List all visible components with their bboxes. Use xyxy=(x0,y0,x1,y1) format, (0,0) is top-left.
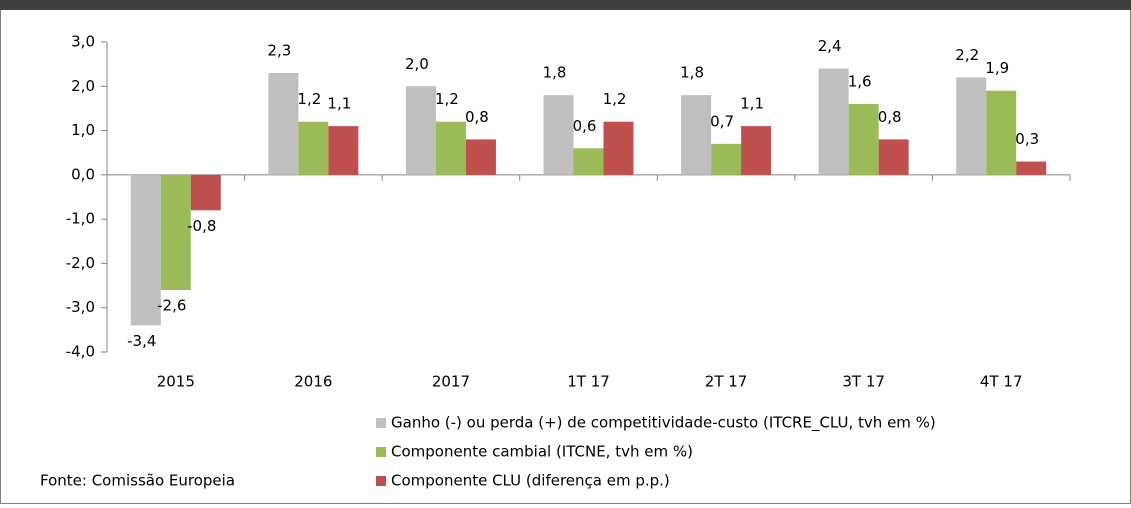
bar xyxy=(956,77,987,175)
bar xyxy=(711,143,742,175)
bar xyxy=(573,148,604,175)
bar xyxy=(1016,161,1047,175)
legend-swatch xyxy=(376,447,386,457)
value-label: 0,8 xyxy=(878,108,902,126)
legend-label: Componente cambial (ITCNE, tvh em %) xyxy=(391,443,693,461)
bar xyxy=(130,174,161,326)
header-bar xyxy=(0,0,1131,10)
value-label: 1,8 xyxy=(543,64,567,82)
bar xyxy=(268,73,299,175)
bar xyxy=(190,174,221,211)
value-label: 2,0 xyxy=(405,55,429,73)
x-tick-label: 4T 17 xyxy=(980,373,1023,391)
source-note: Fonte: Comissão Europeia xyxy=(40,472,235,490)
bar xyxy=(298,121,329,175)
legend-swatch xyxy=(376,476,386,486)
y-tick-label: 1,0 xyxy=(71,121,95,139)
value-label: 1,1 xyxy=(327,95,351,113)
value-label: -2,6 xyxy=(157,297,186,315)
bar xyxy=(543,95,574,175)
value-label: 1,9 xyxy=(985,59,1009,77)
bar xyxy=(986,90,1017,175)
bar xyxy=(878,139,909,175)
value-label: 2,2 xyxy=(955,46,979,64)
x-tick-label: 2017 xyxy=(432,373,470,391)
x-tick-label: 1T 17 xyxy=(567,373,610,391)
bar xyxy=(405,86,436,175)
y-tick-label: -1,0 xyxy=(66,210,95,228)
legend-label: Ganho (-) ou perda (+) de competitividad… xyxy=(391,414,936,433)
legend-swatch xyxy=(376,418,386,428)
bar xyxy=(681,95,712,175)
bar xyxy=(848,104,879,175)
bar xyxy=(160,174,191,290)
y-tick-label: -2,0 xyxy=(66,254,95,272)
value-label: 1,1 xyxy=(740,95,764,113)
x-tick-label: 2T 17 xyxy=(705,373,748,391)
bar xyxy=(435,121,466,175)
x-tick-label: 3T 17 xyxy=(842,373,885,391)
y-tick-label: -3,0 xyxy=(66,298,95,316)
x-tick-label: 2015 xyxy=(157,373,195,391)
value-label: 1,8 xyxy=(680,64,704,82)
bar xyxy=(328,126,359,175)
value-label: 2,3 xyxy=(267,42,291,60)
legend-label: Componente CLU (diferença em p.p.) xyxy=(391,472,670,490)
x-tick-label: 2016 xyxy=(294,373,332,391)
y-tick-label: -4,0 xyxy=(66,343,95,361)
value-label: 0,8 xyxy=(465,108,489,126)
bar xyxy=(741,126,772,175)
value-label: 0,3 xyxy=(1015,130,1039,148)
y-tick-label: 3,0 xyxy=(71,33,95,51)
y-tick-label: 2,0 xyxy=(71,77,95,95)
bar xyxy=(603,121,634,175)
value-label: 2,4 xyxy=(818,37,842,55)
value-label: 0,7 xyxy=(710,112,734,130)
y-tick-label: 0,0 xyxy=(71,165,95,183)
value-label: -0,8 xyxy=(187,217,216,235)
bar xyxy=(818,68,849,175)
value-label: 1,6 xyxy=(848,73,872,91)
value-label: 1,2 xyxy=(297,90,321,108)
value-label: -3,4 xyxy=(127,332,156,350)
bar xyxy=(465,139,496,175)
value-label: 0,6 xyxy=(573,117,597,135)
value-label: 1,2 xyxy=(603,90,627,108)
value-label: 1,2 xyxy=(435,90,459,108)
